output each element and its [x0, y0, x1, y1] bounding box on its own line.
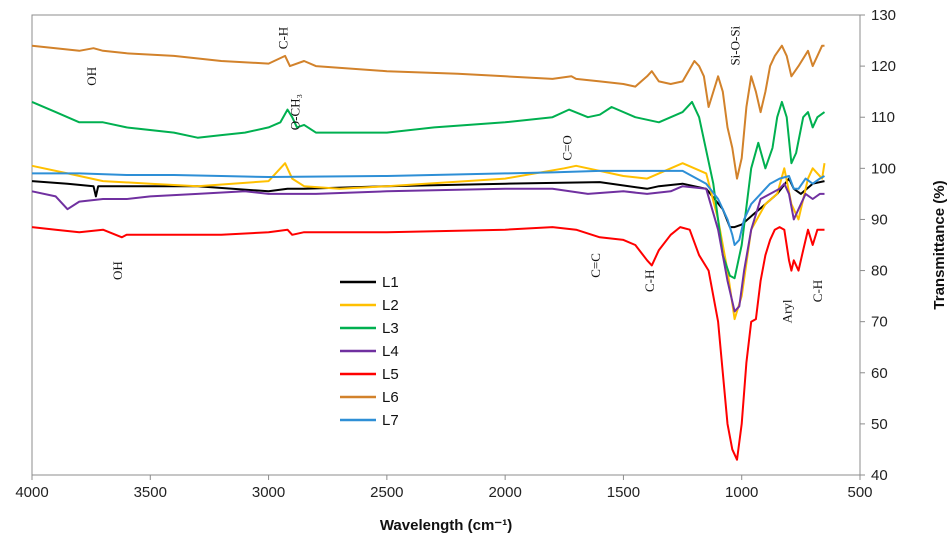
y-tick-label: 50 [871, 416, 888, 433]
x-tick-label: 3000 [252, 484, 285, 501]
y-tick-label: 90 [871, 211, 888, 228]
legend-label: L4 [382, 343, 399, 360]
annotation-label: Si-O-Si [727, 25, 742, 65]
y-tick-label: 80 [871, 263, 888, 280]
x-axis-title: Wavelength (cm⁻¹) [380, 517, 512, 534]
y-tick-label: 120 [871, 58, 896, 75]
annotation-label: OH [84, 67, 99, 86]
y-axis-ticks: 40 50 60 70 80 90 100 110 120 130 [860, 7, 896, 484]
annotation-label: C-H [276, 27, 291, 49]
annotation-label: O-CH₃ [287, 94, 302, 130]
legend-label: L5 [382, 366, 399, 383]
legend-label: L6 [382, 389, 399, 406]
y-tick-label: 40 [871, 467, 888, 484]
series-line-l5 [31, 226, 825, 461]
annotation-layer: C-H OH O-CH₃ C=O Si-O-Si OH C=C C-H Aryl C-H [84, 25, 825, 323]
x-tick-label: 2500 [370, 484, 403, 501]
y-tick-label: 110 [871, 109, 895, 126]
series-line-l1 [31, 177, 825, 229]
y-tick-label: 100 [871, 160, 896, 177]
x-tick-label: 3500 [134, 484, 167, 501]
x-tick-label: 4000 [15, 484, 48, 501]
series-line-l3 [31, 100, 826, 280]
x-tick-label: 2000 [488, 484, 521, 501]
legend: L1 L2 L3 L4 L5 L6 L7 [340, 274, 399, 429]
series-line-l4 [31, 182, 825, 313]
annotation-label: C=C [588, 253, 603, 278]
series-line-l7 [32, 169, 825, 246]
annotation-label: Aryl [779, 299, 794, 323]
x-tick-label: 1500 [607, 484, 640, 501]
y-tick-label: 60 [871, 365, 888, 382]
y-tick-label: 130 [871, 7, 896, 24]
x-tick-label: 500 [847, 484, 872, 501]
annotation-label: C=O [559, 135, 574, 160]
legend-label: L2 [382, 297, 399, 314]
legend-label: L7 [382, 412, 399, 429]
x-tick-label: 1000 [725, 484, 758, 501]
annotation-label: C-H [810, 280, 825, 302]
series-line-l6 [31, 44, 825, 180]
legend-label: L3 [382, 320, 399, 337]
annotation-label: C-H [642, 270, 657, 292]
series-layer [31, 44, 826, 461]
x-axis-ticks: 4000 3500 3000 2500 2000 1500 1000 500 [15, 475, 873, 501]
legend-label: L1 [382, 274, 399, 291]
y-axis-title: Transmittance (%) [931, 180, 948, 309]
y-tick-label: 70 [871, 314, 888, 331]
annotation-label: OH [110, 261, 125, 280]
